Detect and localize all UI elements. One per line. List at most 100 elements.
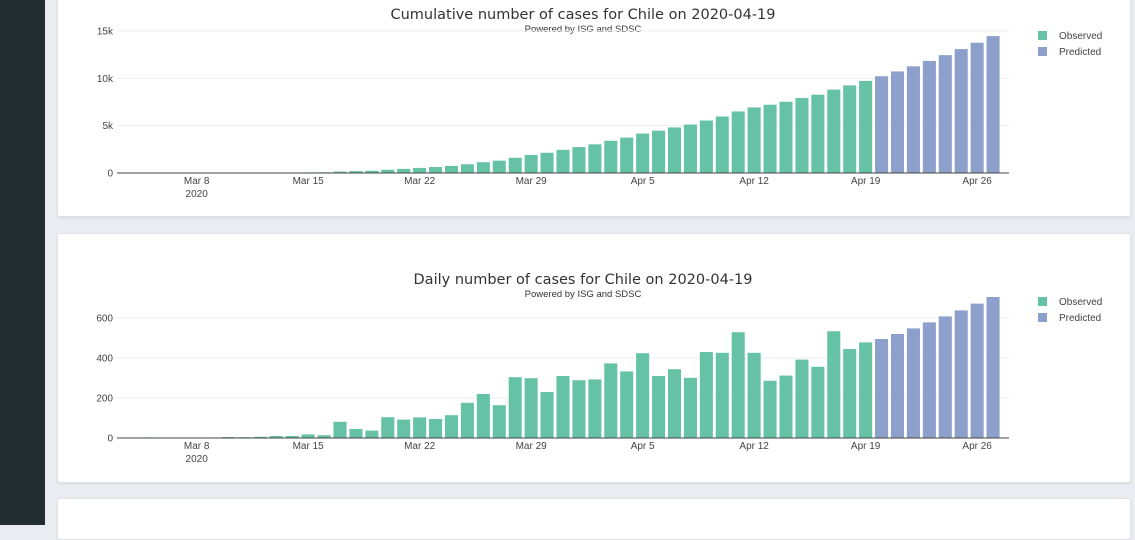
bar-observed: [795, 98, 808, 173]
bar-observed: [700, 121, 713, 174]
chart-title: Cumulative number of cases for Chile on …: [390, 7, 775, 23]
bar-observed: [413, 168, 426, 173]
legend-swatch-observed: [1038, 31, 1047, 40]
bar-observed: [843, 85, 856, 173]
bar-observed: [636, 353, 649, 438]
bar-predicted: [891, 334, 904, 438]
legend-swatch-predicted: [1038, 47, 1047, 56]
chart-subtitle: Powered by ISG and SDSC: [525, 289, 642, 300]
bar-observed: [493, 405, 506, 438]
bar-observed: [843, 349, 856, 438]
bar-observed: [732, 332, 745, 438]
bar-observed: [381, 417, 394, 438]
bar-predicted: [987, 36, 1000, 173]
bar-predicted: [907, 328, 920, 438]
bar-observed: [413, 417, 426, 438]
x-tick-label: Apr 5: [631, 176, 655, 187]
bar-observed: [859, 342, 872, 438]
x-tick-label: Apr 5: [631, 441, 655, 452]
bar-observed: [588, 379, 601, 438]
y-tick-label: 15k: [97, 27, 114, 38]
bar-observed: [525, 378, 538, 438]
bar-observed: [779, 376, 792, 438]
x-tick-label: Apr 12: [739, 176, 769, 187]
legend-swatch-predicted: [1038, 313, 1047, 322]
x-tick-label: Apr 19: [851, 441, 881, 452]
legend-label-predicted: Predicted: [1059, 313, 1101, 324]
bar-observed: [795, 360, 808, 438]
bar-observed: [397, 169, 410, 173]
bar-observed: [525, 155, 538, 173]
bar-observed: [445, 415, 458, 438]
bar-observed: [748, 353, 761, 438]
bar-predicted: [875, 339, 888, 438]
y-tick-label: 0: [107, 434, 113, 445]
chart-title: Daily number of cases for Chile on 2020-…: [414, 272, 753, 288]
bar-predicted: [939, 316, 952, 438]
bar-observed: [668, 369, 681, 438]
x-tick-label: Mar 29: [516, 176, 548, 187]
bar-observed: [684, 378, 697, 438]
cumulative-cases-card: Cumulative number of cases for Chile on …: [57, 0, 1131, 217]
bar-observed: [652, 376, 665, 438]
bar-observed: [461, 403, 474, 438]
bar-observed: [461, 164, 474, 173]
bar-observed: [748, 107, 761, 173]
legend-label-predicted: Predicted: [1059, 47, 1101, 58]
legend-label-observed: Observed: [1059, 297, 1102, 308]
bar-observed: [684, 125, 697, 173]
x-tick-label: Apr 26: [962, 441, 992, 452]
bar-observed: [509, 377, 522, 438]
bar-observed: [604, 141, 617, 173]
x-tick-label: Mar 15: [293, 176, 325, 187]
bar-observed: [859, 81, 872, 173]
cumulative-cases-chart: Cumulative number of cases for Chile on …: [58, 0, 1130, 216]
bar-observed: [397, 420, 410, 438]
x-tick-label: Apr 26: [962, 176, 992, 187]
bar-observed: [477, 394, 490, 438]
x-tick-label: Apr 19: [851, 176, 881, 187]
x-tick-year-label: 2020: [186, 454, 209, 465]
bar-predicted: [971, 43, 984, 173]
y-tick-label: 600: [96, 314, 113, 325]
bar-predicted: [955, 310, 968, 438]
bar-observed: [636, 134, 649, 173]
bar-observed: [429, 419, 442, 438]
x-tick-label: Mar 22: [404, 176, 436, 187]
bar-observed: [588, 144, 601, 173]
bar-predicted: [939, 55, 952, 173]
bar-observed: [827, 331, 840, 438]
bar-observed: [477, 162, 490, 173]
bar-predicted: [923, 61, 936, 173]
x-tick-label: Mar 8: [184, 441, 210, 452]
y-tick-label: 200: [96, 394, 113, 405]
bar-observed: [700, 352, 713, 438]
legend-swatch-observed: [1038, 297, 1047, 306]
y-tick-label: 0: [107, 169, 113, 180]
bar-observed: [811, 95, 824, 173]
bar-observed: [556, 376, 569, 438]
x-tick-year-label: 2020: [186, 189, 209, 200]
bar-observed: [764, 105, 777, 173]
bar-observed: [668, 127, 681, 173]
bar-observed: [349, 429, 362, 438]
bar-observed: [620, 371, 633, 438]
bar-observed: [620, 138, 633, 173]
bar-observed: [572, 380, 585, 438]
x-tick-label: Apr 12: [739, 441, 769, 452]
chart-subtitle: Powered by ISG and SDSC: [525, 24, 642, 35]
bar-observed: [302, 434, 315, 438]
bar-predicted: [907, 66, 920, 173]
bar-observed: [764, 381, 777, 438]
bar-observed: [779, 102, 792, 173]
y-tick-label: 10k: [97, 74, 114, 85]
bar-predicted: [955, 49, 968, 173]
bar-observed: [445, 166, 458, 173]
bar-observed: [716, 353, 729, 438]
bar-observed: [541, 153, 554, 173]
x-tick-label: Mar 15: [293, 441, 325, 452]
bar-observed: [716, 116, 729, 173]
x-tick-label: Mar 22: [404, 441, 436, 452]
bar-observed: [604, 363, 617, 438]
bar-predicted: [923, 322, 936, 438]
